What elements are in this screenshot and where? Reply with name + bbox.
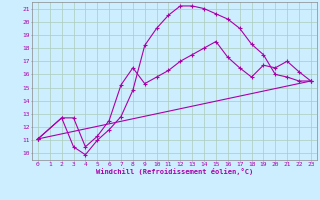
X-axis label: Windchill (Refroidissement éolien,°C): Windchill (Refroidissement éolien,°C) [96, 168, 253, 175]
